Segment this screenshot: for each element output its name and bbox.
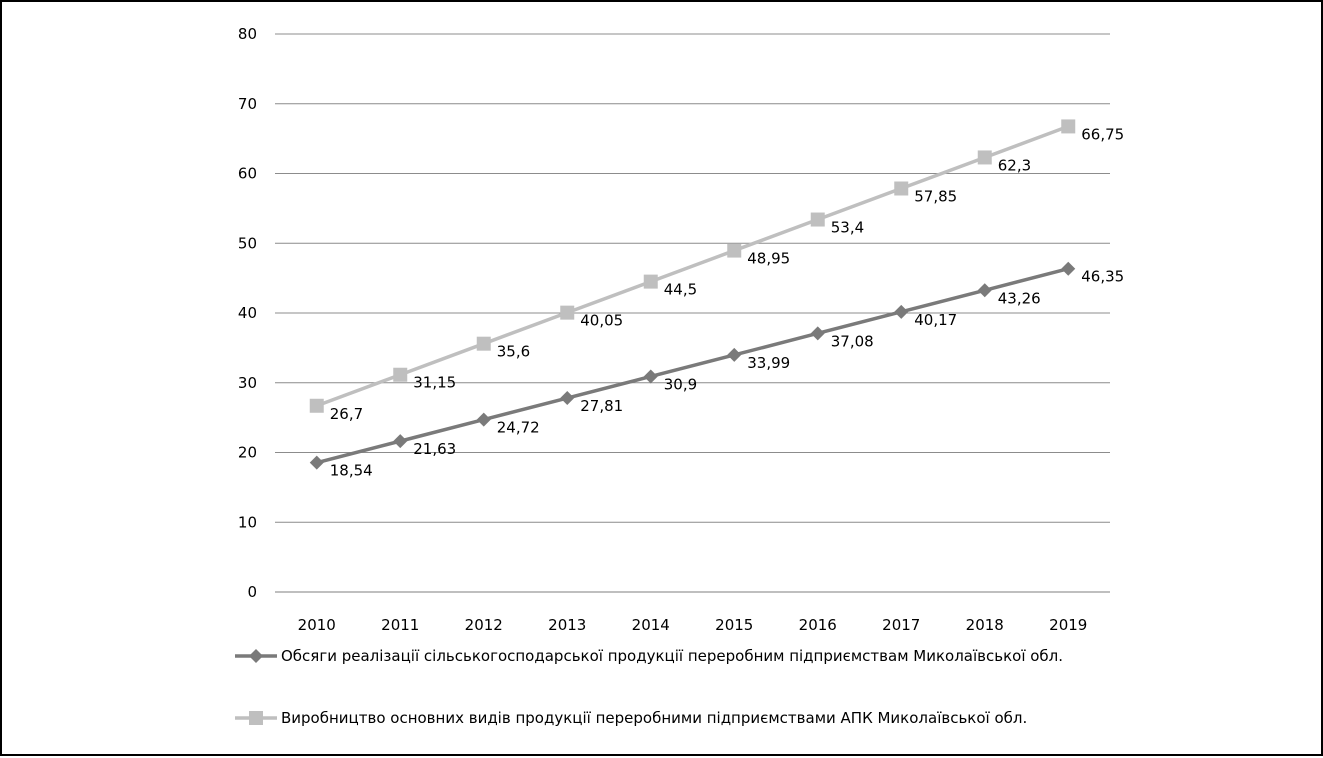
x-tick-label: 2019: [1049, 616, 1087, 634]
data-point-1: [309, 455, 324, 470]
y-tick-label: 70: [238, 95, 257, 113]
data-point-1: [727, 347, 742, 362]
x-tick-label: 2018: [966, 616, 1004, 634]
x-tick-label: 2010: [298, 616, 336, 634]
data-label-2: 40,05: [580, 312, 623, 330]
data-point-1: [560, 391, 575, 406]
y-axis-ticks: 0 10 20 30 40 50 60 70 80: [238, 25, 257, 601]
data-label-2: 35,6: [497, 343, 530, 361]
data-label-1: 33,99: [747, 354, 790, 372]
y-tick-label: 40: [238, 304, 257, 322]
data-label-1: 37,08: [831, 332, 874, 350]
data-point-2: [393, 367, 408, 382]
data-point-1: [977, 283, 992, 298]
series-line-1: [316, 267, 1069, 465]
data-label-2: 26,7: [330, 405, 363, 423]
series-line-2: [316, 124, 1069, 408]
data-label-2: 53,4: [831, 219, 864, 237]
legend-label-1: Обсяги реалізації сільськогосподарської …: [281, 647, 1063, 665]
legend-marker-1: [249, 649, 263, 663]
data-point-1: [1061, 261, 1076, 276]
legend-marker-2: [249, 711, 263, 725]
data-label-1: 21,63: [413, 440, 456, 458]
x-tick-label: 2015: [715, 616, 753, 634]
y-tick-label: 30: [238, 374, 257, 392]
data-label-2: 44,5: [664, 281, 697, 299]
data-point-2: [977, 150, 992, 165]
data-label-2: 48,95: [747, 250, 790, 268]
data-point-1: [643, 369, 658, 384]
data-point-2: [1061, 119, 1076, 134]
x-axis-ticks: 2010 2011 2012 2013 2014 2015 2016 2017 2018 2019: [298, 616, 1088, 634]
data-label-1: 43,26: [998, 289, 1041, 307]
legend-label-2: Виробництво основних видів продукції пер…: [281, 709, 1027, 727]
data-point-1: [894, 304, 909, 319]
data-label-2: 57,85: [914, 187, 957, 205]
y-tick-label: 60: [238, 165, 257, 183]
y-tick-label: 10: [238, 513, 257, 531]
x-tick-label: 2016: [799, 616, 837, 634]
x-tick-label: 2017: [882, 616, 920, 634]
data-label-1: 46,35: [1081, 268, 1124, 286]
y-tick-label: 50: [238, 234, 257, 252]
y-tick-label: 80: [238, 25, 257, 43]
data-point-1: [476, 412, 491, 427]
data-label-1: 40,17: [914, 311, 957, 329]
x-tick-label: 2014: [632, 616, 670, 634]
data-point-1: [393, 434, 408, 449]
gridlines: [275, 33, 1110, 593]
x-tick-label: 2011: [381, 616, 419, 634]
data-label-2: 62,3: [998, 156, 1031, 174]
data-point-2: [643, 274, 658, 289]
data-point-2: [309, 398, 324, 413]
data-point-2: [560, 305, 575, 320]
y-tick-label: 0: [247, 583, 257, 601]
data-label-1: 30,9: [664, 375, 697, 393]
series-markers: [309, 119, 1076, 470]
x-tick-label: 2013: [548, 616, 586, 634]
data-point-2: [476, 336, 491, 351]
data-label-1: 24,72: [497, 419, 540, 437]
data-label-1: 18,54: [330, 462, 373, 480]
data-labels: 26,7 31,15 35,6 40,05 44,5 48,95 53,4 57,85 62,3…: [330, 125, 1124, 479]
series-lines: [316, 124, 1069, 465]
data-label-1: 27,81: [580, 397, 623, 415]
data-label-2: 31,15: [413, 374, 456, 392]
data-label-2: 66,75: [1081, 125, 1124, 143]
data-point-2: [894, 181, 909, 196]
data-point-2: [727, 243, 742, 258]
y-tick-label: 20: [238, 444, 257, 462]
data-point-1: [810, 326, 825, 341]
data-point-2: [810, 212, 825, 227]
legend: Обсяги реалізації сільськогосподарської …: [235, 647, 1063, 727]
x-tick-label: 2012: [465, 616, 503, 634]
